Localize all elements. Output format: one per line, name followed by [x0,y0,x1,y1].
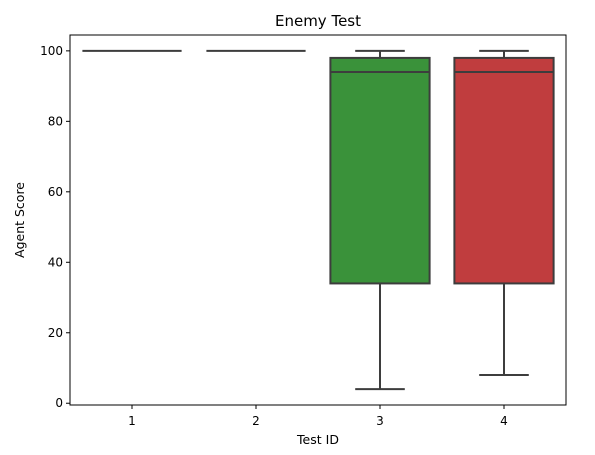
box-4 [453,56,555,285]
x-tick-label: 2 [252,414,260,428]
y-tick-label: 100 [40,44,63,58]
x-tick-label: 3 [376,414,384,428]
y-tick-label: 0 [55,396,63,410]
x-axis-label: Test ID [296,432,339,447]
y-tick-label: 40 [48,255,63,269]
y-tick-label: 80 [48,114,63,128]
y-tick-label: 20 [48,326,63,340]
plot-area: 0 20 40 60 80 100 1 2 3 4 [40,44,555,428]
y-tick-label: 60 [48,185,63,199]
x-tick-label: 1 [128,414,136,428]
x-tick-label: 4 [500,414,508,428]
plot-frame [69,34,567,406]
y-axis-label: Agent Score [12,182,27,258]
box-3 [329,56,431,285]
chart-title: Enemy Test [275,12,361,30]
